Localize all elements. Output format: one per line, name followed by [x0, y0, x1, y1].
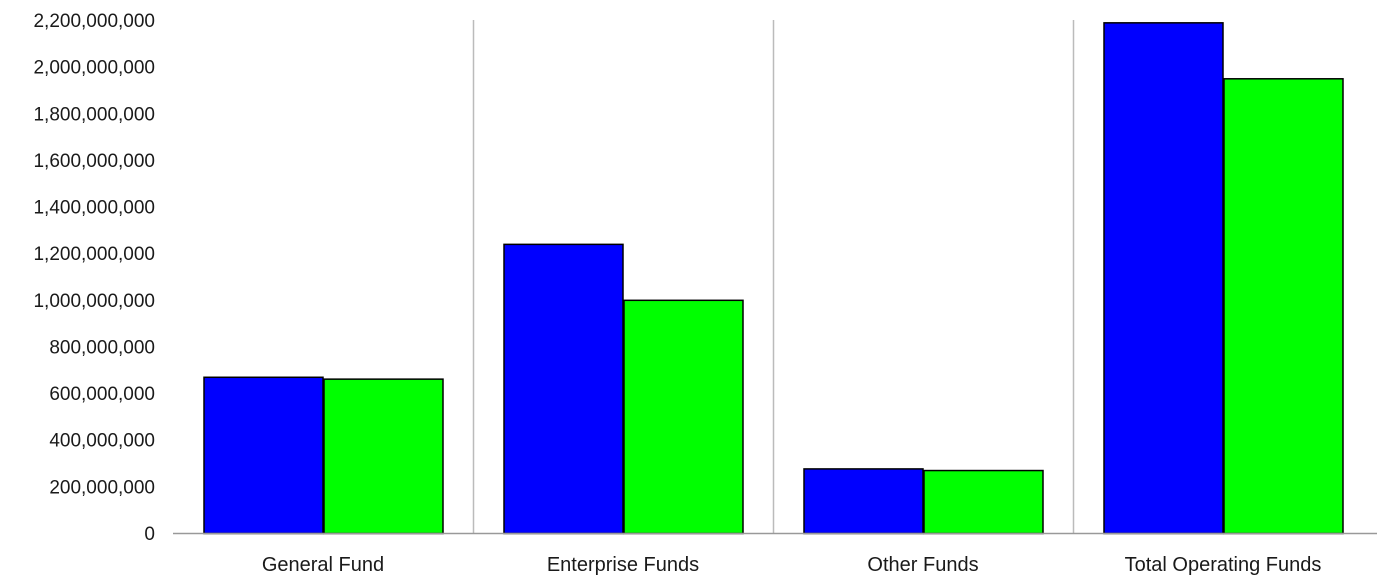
y-tick-label: 1,400,000,000: [33, 198, 155, 219]
y-tick-label: 1,800,000,000: [33, 104, 155, 125]
y-tick-label: 600,000,000: [49, 384, 155, 405]
y-tick-label: 0: [144, 524, 155, 545]
bars: [203, 22, 1344, 535]
x-tick-label: Other Funds: [867, 554, 978, 576]
bar: [203, 376, 324, 535]
y-tick-label: 1,000,000,000: [33, 291, 155, 312]
y-tick-label: 200,000,000: [49, 477, 155, 498]
y-tick-label: 1,600,000,000: [33, 151, 155, 172]
y-axis-tick-labels: 0 200,000,000 400,000,000 600,000,000 800,00…: [33, 11, 155, 545]
y-tick-label: 2,200,000,000: [33, 11, 155, 32]
bar: [803, 468, 924, 535]
x-tick-label: Total Operating Funds: [1125, 554, 1322, 576]
x-axis-tick-labels: General Fund Enterprise Funds Other Funds T…: [262, 554, 1322, 576]
bar: [503, 243, 624, 535]
x-tick-label: Enterprise Funds: [547, 554, 699, 576]
bar: [623, 299, 744, 535]
category-separators: [472, 20, 1075, 533]
bar: [1223, 78, 1344, 535]
bar: [1103, 22, 1224, 535]
y-tick-label: 400,000,000: [49, 431, 155, 452]
bar: [923, 469, 1044, 535]
y-tick-label: 1,200,000,000: [33, 244, 155, 265]
y-tick-label: 800,000,000: [49, 337, 155, 358]
bar: [323, 378, 444, 535]
y-tick-label: 2,000,000,000: [33, 58, 155, 79]
x-tick-label: General Fund: [262, 554, 384, 576]
